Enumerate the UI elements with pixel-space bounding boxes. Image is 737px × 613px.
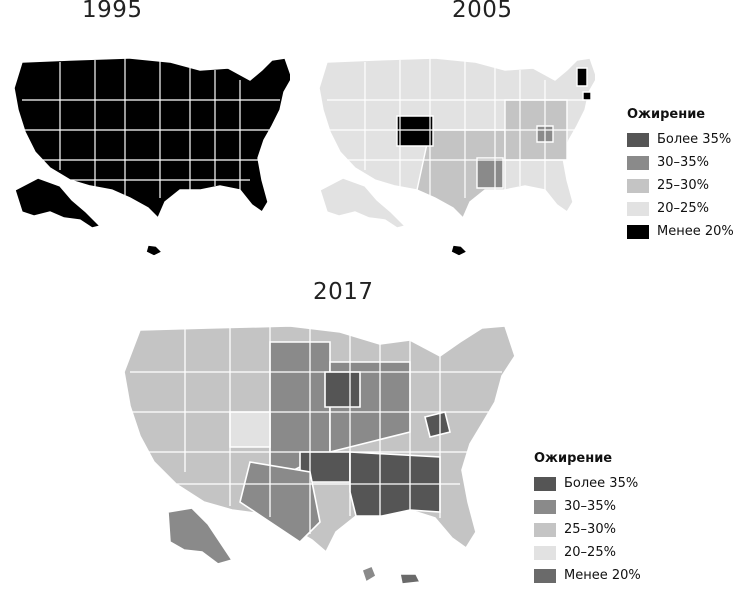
legend-label: 25–30% xyxy=(564,522,616,537)
legend-label: 20–25% xyxy=(564,545,616,560)
legend-item: 30–35% xyxy=(627,151,734,174)
us-map-2005 xyxy=(318,57,595,257)
legend-swatch xyxy=(627,224,649,239)
legend-item: Более 35% xyxy=(627,128,734,151)
legend-label: Более 35% xyxy=(657,132,732,147)
legend-label: Более 35% xyxy=(564,476,639,491)
us-map-1995 xyxy=(13,57,290,257)
legend-label: 30–35% xyxy=(657,155,709,170)
legend-label: 20–25% xyxy=(657,201,709,216)
legend-2017: Ожирение Более 35% 30–35% 25–30% 20–25% … xyxy=(534,451,641,587)
year-label-2017: 2017 xyxy=(313,279,374,305)
legend-swatch xyxy=(627,132,649,147)
legend-swatch xyxy=(534,499,556,514)
legend-title: Ожирение xyxy=(534,451,613,466)
legend-swatch xyxy=(627,155,649,170)
legend-label: 25–30% xyxy=(657,178,709,193)
alaska xyxy=(14,177,102,229)
year-label-1995: 1995 xyxy=(82,0,143,23)
legend-2005: Ожирение Более 35% 30–35% 25–30% 20–25% … xyxy=(627,107,734,243)
legend-label: 30–35% xyxy=(564,499,616,514)
legend-item: 20–25% xyxy=(534,541,641,564)
legend-item: 30–35% xyxy=(534,495,641,518)
legend-item: 25–30% xyxy=(534,518,641,541)
legend-item: Менее 20% xyxy=(534,564,641,587)
legend-swatch xyxy=(534,476,556,491)
year-label-2005: 2005 xyxy=(452,0,513,23)
legend-item: 20–25% xyxy=(627,197,734,220)
legend-swatch xyxy=(627,178,649,193)
legend-swatch xyxy=(534,545,556,560)
legend-item: 25–30% xyxy=(627,174,734,197)
legend-title: Ожирение xyxy=(627,107,706,122)
legend-label: Менее 20% xyxy=(657,224,734,239)
legend-item: Менее 20% xyxy=(627,220,734,243)
legend-label: Менее 20% xyxy=(564,568,641,583)
legend-swatch xyxy=(534,568,556,583)
us-map-2017 xyxy=(123,325,516,585)
legend-swatch xyxy=(627,201,649,216)
legend-swatch xyxy=(534,522,556,537)
hawaii xyxy=(145,244,164,257)
legend-item: Более 35% xyxy=(534,472,641,495)
